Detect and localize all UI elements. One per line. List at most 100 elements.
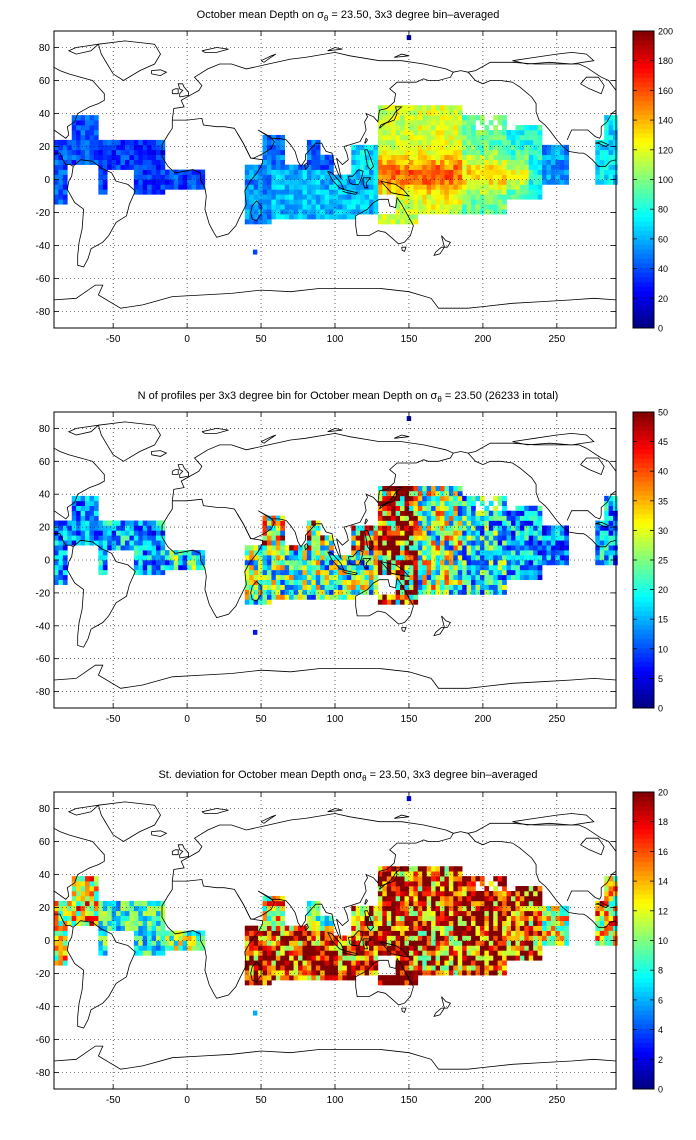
data-bin — [506, 184, 512, 190]
data-bin — [80, 915, 86, 921]
data-bin — [426, 125, 432, 131]
data-bin — [280, 945, 286, 951]
data-bin — [431, 574, 436, 581]
data-bin — [395, 866, 401, 872]
data-bin — [510, 154, 516, 160]
data-bin — [377, 219, 383, 225]
data-bin — [510, 159, 516, 165]
data-bin — [497, 555, 503, 561]
data-bin — [280, 525, 286, 531]
data-bin — [444, 510, 450, 516]
data-bin — [156, 920, 161, 926]
data-bin — [391, 164, 396, 170]
data-bin — [475, 555, 481, 561]
data-bin — [62, 920, 68, 926]
data-bin — [266, 965, 272, 971]
data-bin — [76, 144, 81, 151]
data-bin — [377, 144, 383, 151]
data-bin — [355, 564, 361, 571]
data-bin — [360, 144, 365, 151]
data-bin — [493, 950, 498, 956]
data-bin — [440, 510, 445, 516]
data-bin — [519, 179, 525, 185]
data-bin — [169, 935, 175, 941]
data-bin — [373, 910, 379, 917]
data-bin — [386, 975, 392, 981]
data-bin — [448, 589, 454, 595]
data-bin — [422, 545, 427, 551]
data-bin — [124, 915, 130, 921]
data-bin — [497, 530, 503, 536]
data-bin — [400, 910, 405, 917]
data-bin — [93, 895, 99, 902]
data-bin — [262, 219, 268, 225]
data-bin — [160, 925, 166, 931]
data-bin — [58, 174, 64, 180]
data-bin — [271, 154, 277, 160]
grid-lines — [54, 412, 616, 708]
data-bin — [320, 955, 325, 961]
data-bin — [524, 530, 530, 536]
data-bin — [502, 920, 507, 926]
data-bin — [537, 125, 543, 131]
data-bin — [315, 545, 321, 551]
data-bin — [457, 886, 463, 892]
data-bin — [289, 965, 294, 971]
data-bin — [320, 574, 325, 581]
data-bin — [244, 169, 250, 175]
data-bin — [329, 940, 334, 946]
coastline — [401, 1007, 407, 1013]
data-bin — [435, 125, 441, 131]
data-bin — [533, 935, 538, 941]
data-bin — [466, 194, 472, 200]
data-bin — [320, 545, 325, 551]
data-bin — [107, 149, 112, 156]
data-bin — [435, 550, 441, 556]
data-bin — [422, 876, 427, 882]
colorbar-swatch — [633, 188, 654, 194]
data-bin — [506, 930, 512, 936]
data-bin — [351, 154, 357, 160]
data-bin — [502, 525, 507, 531]
data-bin — [76, 505, 81, 511]
data-bin — [404, 179, 410, 185]
data-bin — [400, 589, 405, 595]
data-bin — [142, 540, 148, 546]
data-bin — [413, 545, 419, 551]
colorbar-swatch — [633, 689, 654, 695]
data-bin — [386, 550, 392, 556]
data-bin — [93, 134, 99, 141]
data-bin — [466, 555, 472, 561]
data-bin — [360, 194, 365, 200]
data-bin — [333, 184, 339, 190]
data-bin — [417, 881, 423, 887]
data-bin — [462, 579, 467, 585]
data-bin — [431, 184, 436, 190]
data-bin — [471, 515, 476, 521]
data-bin — [599, 540, 605, 546]
data-bin — [337, 945, 343, 951]
data-bin — [408, 876, 414, 882]
data-bin — [284, 569, 290, 576]
data-bin — [133, 184, 139, 190]
data-bin — [528, 184, 534, 190]
data-bin — [471, 184, 476, 190]
data-bin — [275, 184, 281, 190]
data-bin — [266, 579, 272, 585]
data-bin — [306, 204, 312, 210]
data-bin — [471, 965, 476, 971]
data-bin — [528, 159, 534, 165]
data-bin — [479, 169, 485, 175]
data-bin — [289, 930, 294, 936]
data-bin — [515, 130, 521, 136]
data-bin — [515, 540, 521, 546]
data-bin — [351, 905, 357, 912]
data-bin — [537, 169, 543, 175]
data-bin — [315, 965, 321, 971]
data-bin — [453, 940, 459, 946]
data-bin — [364, 154, 370, 160]
data-bin — [102, 925, 108, 931]
data-bin — [391, 975, 396, 981]
data-bin — [435, 535, 441, 541]
data-bin — [537, 515, 543, 521]
